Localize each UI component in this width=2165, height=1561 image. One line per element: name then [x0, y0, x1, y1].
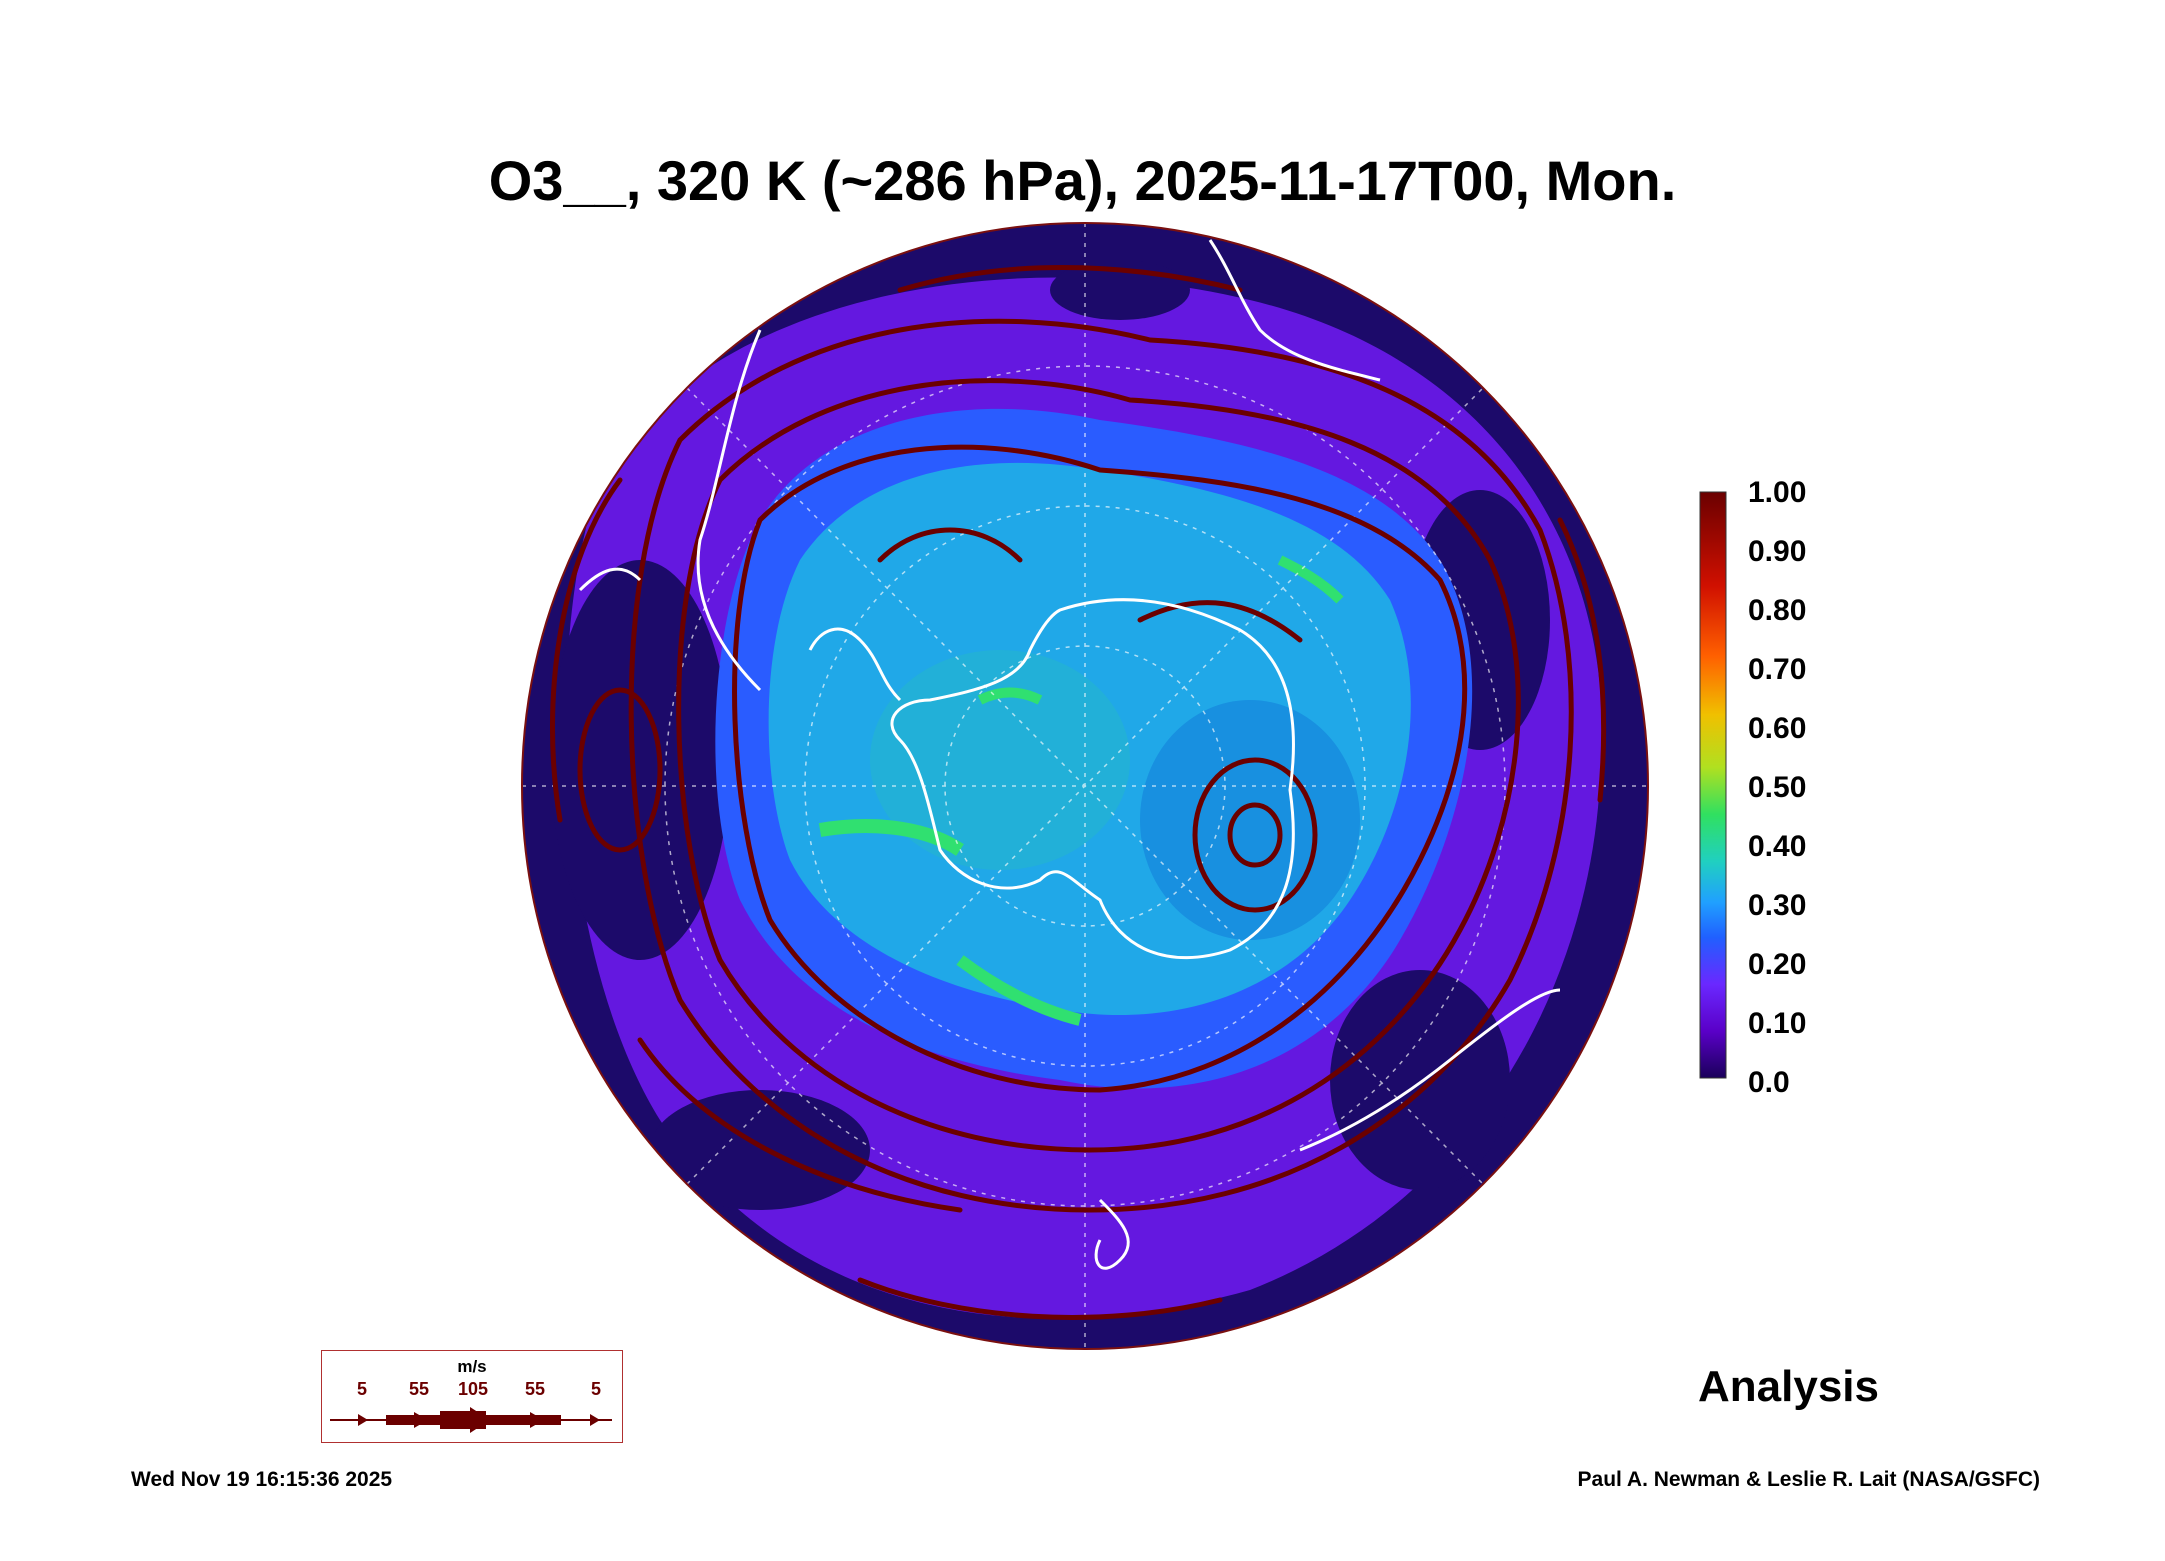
wind-key-speed: 5 — [356, 1379, 368, 1399]
wind-key-arrow — [330, 1407, 612, 1433]
wind-speed-key: m/s 5 55 105 55 5 — [321, 1350, 623, 1443]
colorbar-tick: 0.90 — [1748, 535, 1807, 568]
colorbar-tick: 0.20 — [1748, 948, 1807, 981]
colorbar-tick: 0.80 — [1748, 594, 1807, 627]
wind-key-speed: 55 — [524, 1379, 546, 1399]
colorbar-tick: 0.30 — [1748, 889, 1807, 922]
colorbar-tick: 0.70 — [1748, 653, 1807, 686]
wind-key-unit: m/s — [457, 1357, 487, 1376]
colorbar-tick: 0.40 — [1748, 830, 1807, 863]
map-border — [521, 222, 1649, 1350]
graticule — [522, 223, 1648, 1349]
analysis-label: Analysis — [1698, 1362, 1879, 1411]
colorbar — [1699, 491, 1727, 1079]
colorbar-tick: 0.10 — [1748, 1007, 1807, 1040]
colorbar-tick: 0.60 — [1748, 712, 1807, 745]
page-title: O3__, 320 K (~286 hPa), 2025-11-17T00, M… — [488, 149, 1677, 212]
footer-timestamp: Wed Nov 19 16:15:36 2025 — [131, 1468, 393, 1491]
coastlines — [578, 239, 1561, 1270]
footer-credit: Paul A. Newman & Leslie R. Lait (NASA/GS… — [1577, 1468, 2040, 1491]
wind-key-speed: 5 — [590, 1379, 602, 1399]
wind-key-speed: 55 — [408, 1379, 430, 1399]
wind-streamlines — [550, 265, 1607, 1320]
colorbar-tick: 1.00 — [1748, 476, 1807, 509]
colorbar-tick: 0.0 — [1748, 1066, 1790, 1099]
colorbar-tick: 0.50 — [1748, 771, 1807, 804]
wind-key-speed: 105 — [457, 1379, 489, 1399]
